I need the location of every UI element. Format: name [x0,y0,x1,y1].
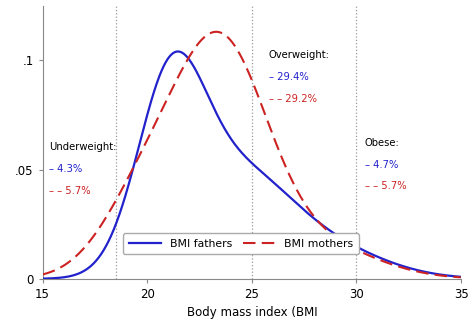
Text: Underweight:: Underweight: [49,142,116,152]
Legend: BMI fathers, BMI mothers: BMI fathers, BMI mothers [123,233,359,254]
Text: – – 5.7%: – – 5.7% [365,181,406,191]
Text: Overweight:: Overweight: [269,50,329,60]
Text: – – 5.7%: – – 5.7% [49,186,91,196]
Text: – 29.4%: – 29.4% [269,72,308,82]
Text: – 4.3%: – 4.3% [49,164,82,174]
Text: – 4.7%: – 4.7% [365,160,398,170]
X-axis label: Body mass index (BMI: Body mass index (BMI [186,306,317,319]
Text: Obese:: Obese: [365,138,400,148]
Text: – – 29.2%: – – 29.2% [269,94,317,104]
